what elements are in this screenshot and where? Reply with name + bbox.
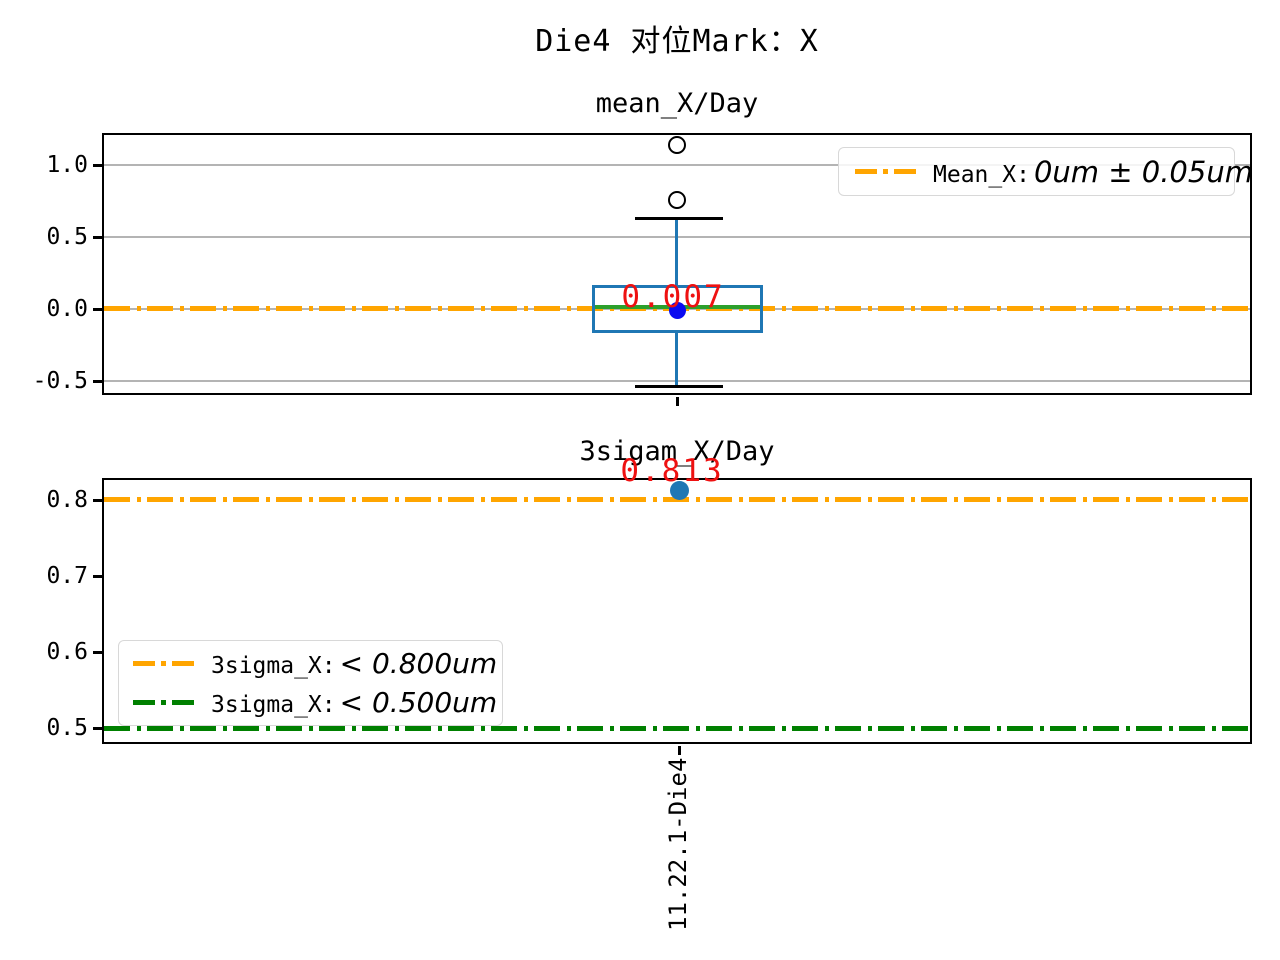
top-legend: Mean_X: 0um ± 0.05um xyxy=(838,147,1253,196)
bottom-plot-area xyxy=(102,478,1252,744)
boxplot-outlier-marker-high xyxy=(668,136,686,154)
ytick-mark xyxy=(93,164,102,167)
bottom-subplot-title: 3sigam_X/Day xyxy=(579,436,775,467)
bottom-legend: 3sigma_X: < 0.800um 3sigma_X: < 0.500um xyxy=(118,640,503,726)
legend-label: 3sigma_X: xyxy=(211,653,336,679)
xtick-mark xyxy=(676,397,679,406)
legend-entry: 3sigma_X: < 0.800um xyxy=(133,647,497,680)
orange-dashdot-line-icon xyxy=(133,661,195,666)
orange-dashdot-line-icon xyxy=(855,169,917,174)
gridline-1.0 xyxy=(104,164,1250,166)
xtick-label: 11.22.1-Die4 xyxy=(664,757,692,931)
3sigma-data-point xyxy=(670,481,689,500)
ytick-label: 0.6 xyxy=(46,639,88,665)
boxplot-lower-cap xyxy=(635,385,723,388)
boxplot-mean-marker xyxy=(669,302,686,319)
legend-label: Mean_X: xyxy=(933,161,1030,188)
ytick-mark xyxy=(93,727,102,730)
xtick-mark xyxy=(678,746,681,755)
boxplot-iqr-box xyxy=(592,285,763,333)
ytick-mark xyxy=(93,236,102,239)
legend-spec-value: 0um ± 0.05um xyxy=(1033,154,1253,189)
legend-label: 3sigma_X: xyxy=(211,692,336,718)
ytick-label: 0.8 xyxy=(46,487,88,513)
ytick-mark xyxy=(93,380,102,383)
ytick-label: 0.5 xyxy=(46,224,88,250)
ytick-mark xyxy=(93,651,102,654)
boxplot-outlier-marker-low xyxy=(668,191,686,209)
top-plot-area xyxy=(102,133,1252,395)
ytick-label: 0.5 xyxy=(46,715,88,741)
ytick-mark xyxy=(93,575,102,578)
ytick-mark xyxy=(93,308,102,311)
boxplot-lower-whisker xyxy=(675,333,678,387)
figure-title: Die4 对位Mark：X xyxy=(535,24,819,59)
3sigma-spec-refline-0.5 xyxy=(104,726,1250,731)
boxplot-upper-whisker xyxy=(675,218,678,285)
ytick-label: 0.0 xyxy=(46,296,88,322)
ytick-label: 1.0 xyxy=(46,152,88,178)
legend-entry: Mean_X: 0um ± 0.05um xyxy=(933,155,1253,189)
legend-spec-value: < 0.800um xyxy=(339,647,498,680)
green-dashdot-line-icon xyxy=(133,700,195,705)
3sigma-value-annotation: 0.813 xyxy=(620,453,724,489)
ytick-label: 0.7 xyxy=(46,563,88,589)
mean-value-annotation: 0.007 xyxy=(621,279,725,315)
boxplot-upper-cap xyxy=(635,217,723,220)
legend-entry: 3sigma_X: < 0.500um xyxy=(133,686,497,719)
top-subplot-title: mean_X/Day xyxy=(595,88,759,119)
legend-spec-value: < 0.500um xyxy=(339,686,498,719)
ytick-mark xyxy=(93,499,102,502)
ytick-label: -0.5 xyxy=(32,368,88,394)
